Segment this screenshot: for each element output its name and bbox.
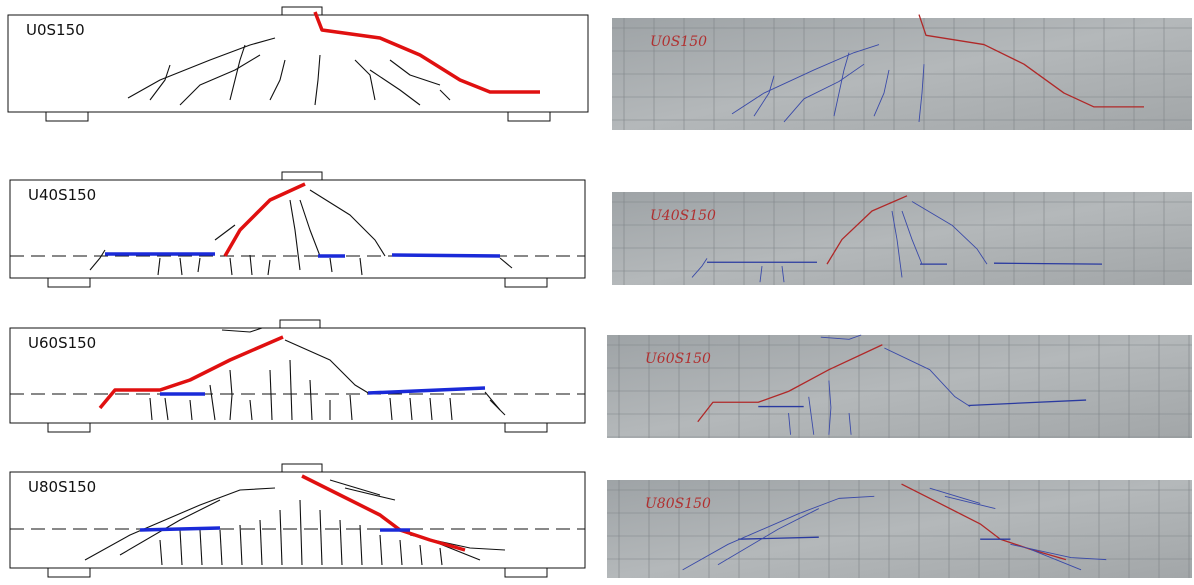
- crack: [315, 55, 320, 105]
- crack: [180, 530, 182, 565]
- crack: [190, 400, 192, 420]
- support: [505, 423, 547, 432]
- crack: [400, 540, 402, 565]
- crack: [200, 530, 202, 565]
- crack: [260, 520, 262, 565]
- crack: [360, 525, 362, 565]
- figure: U0S150 U0S150 U40S150 U40S150 U60S150 U60S150…: [0, 0, 1194, 585]
- interface-crack: [392, 255, 500, 256]
- main-crack: [302, 476, 465, 550]
- crack: [420, 545, 422, 565]
- main-crack: [315, 12, 540, 92]
- crack: [270, 60, 285, 100]
- support: [48, 568, 90, 577]
- crack: [230, 370, 232, 420]
- crack: [268, 260, 270, 275]
- crack: [440, 90, 450, 100]
- beam-label: U40S150: [28, 186, 96, 204]
- crack: [180, 258, 182, 275]
- crack: [440, 548, 442, 565]
- crack: [350, 395, 352, 420]
- support: [46, 112, 88, 121]
- crack: [345, 488, 395, 500]
- crack: [290, 200, 300, 270]
- crack: [222, 328, 262, 332]
- crack: [215, 225, 235, 240]
- support: [508, 112, 550, 121]
- crack: [270, 370, 272, 420]
- crack: [290, 360, 292, 420]
- crack: [320, 510, 322, 565]
- crack: [450, 398, 452, 420]
- crack: [85, 488, 275, 560]
- crack: [490, 400, 505, 415]
- load-plate: [282, 172, 322, 180]
- load-plate: [280, 320, 320, 328]
- beam-label: U0S150: [26, 21, 85, 39]
- crack: [230, 45, 245, 100]
- support: [48, 278, 90, 287]
- crack: [380, 535, 382, 565]
- beam: [8, 15, 588, 112]
- crack: [300, 200, 320, 256]
- crack: [198, 258, 200, 272]
- crack: [370, 70, 420, 105]
- crack: [150, 398, 152, 420]
- beam-label: U60S150: [28, 334, 96, 352]
- support: [505, 568, 547, 577]
- crack: [430, 398, 432, 420]
- photo-label: U80S150: [645, 496, 711, 512]
- crack: [160, 540, 162, 565]
- crack: [410, 398, 412, 420]
- crack: [280, 510, 282, 565]
- crack: [330, 258, 332, 272]
- crack: [150, 65, 170, 100]
- support: [48, 423, 90, 432]
- crack: [240, 525, 242, 565]
- load-plate: [282, 464, 322, 472]
- crack: [360, 258, 362, 275]
- crack: [390, 398, 392, 420]
- beam-label: U80S150: [28, 478, 96, 496]
- crack: [355, 60, 375, 100]
- crack: [250, 255, 252, 275]
- crack: [310, 190, 385, 256]
- crack: [300, 500, 302, 565]
- crack: [230, 258, 232, 275]
- crack: [500, 258, 512, 268]
- crack: [158, 258, 160, 275]
- crack: [310, 380, 312, 420]
- interface-crack: [368, 388, 485, 393]
- crack: [220, 530, 222, 565]
- photo-label: U0S150: [650, 34, 707, 50]
- crack: [90, 250, 105, 270]
- photo-label: U60S150: [645, 351, 711, 367]
- crack: [250, 400, 252, 420]
- crack: [165, 398, 168, 420]
- support: [505, 278, 547, 287]
- photo-label: U40S150: [650, 208, 716, 224]
- crack: [340, 520, 342, 565]
- main-crack: [100, 337, 283, 408]
- crack: [210, 385, 215, 420]
- crack: [128, 38, 275, 98]
- interface-crack: [140, 528, 220, 530]
- crack: [180, 55, 260, 105]
- crack: [285, 340, 370, 394]
